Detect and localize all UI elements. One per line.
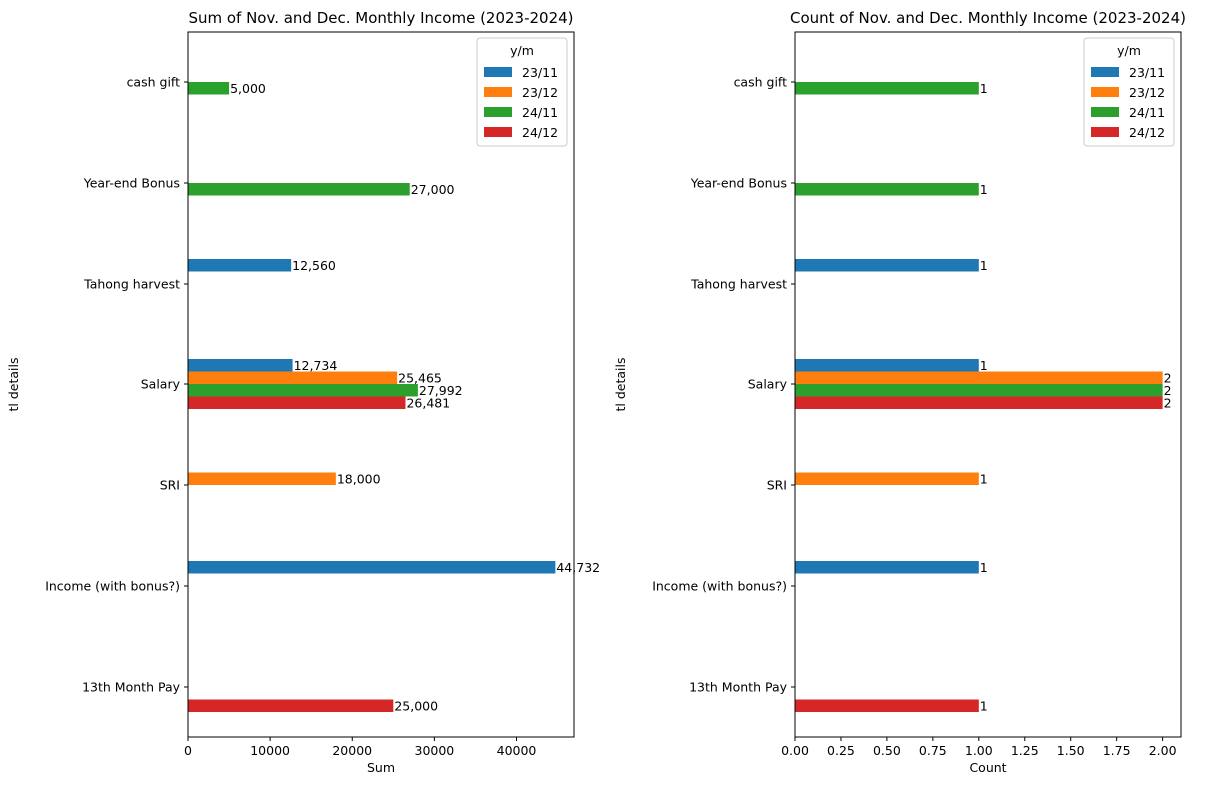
sum-legend-entry: 24/11 <box>522 105 558 120</box>
sum-legend-swatch-23-11 <box>484 67 512 77</box>
sum-legend-title: y/m <box>510 43 534 58</box>
count-data-label: 2 <box>1164 370 1172 385</box>
count-data-label: 1 <box>980 81 988 96</box>
sum-x-tick-label: 40000 <box>497 743 537 758</box>
count-x-tick-label: 1.00 <box>965 743 993 758</box>
count-legend-swatch-24-11 <box>1091 107 1119 117</box>
count-legend-entry: 24/12 <box>1129 125 1165 140</box>
sum-x-tick-label: 10000 <box>250 743 290 758</box>
count-y-tick-label: Tahong harvest <box>690 277 787 292</box>
sum-data-label: 27,000 <box>411 182 455 197</box>
count-y-tick-label: Salary <box>748 377 788 392</box>
count-chart-panel: Count of Nov. and Dec. Monthly Income (2… <box>613 9 1186 775</box>
sum-data-label: 26,481 <box>406 395 450 410</box>
sum-x-tick-label: 0 <box>184 743 192 758</box>
count-data-label: 1 <box>980 258 988 273</box>
count-data-label: 2 <box>1164 395 1172 410</box>
count-bar-24-12-salary <box>795 396 1163 409</box>
sum-data-label: 12,734 <box>294 358 338 373</box>
count-bar-24-11-salary <box>795 384 1163 397</box>
count-bar-24-11-year-end-bonus <box>795 183 979 196</box>
sum-data-label: 12,560 <box>292 258 336 273</box>
count-legend-swatch-24-12 <box>1091 127 1119 137</box>
sum-y-tick-label: Tahong harvest <box>83 277 180 292</box>
count-x-tick-label: 1.50 <box>1057 743 1085 758</box>
count-bar-24-12-13th-month-pay <box>795 699 979 712</box>
sum-y-tick-label: SRI <box>160 478 180 493</box>
count-legend-swatch-23-12 <box>1091 87 1119 97</box>
count-x-tick-label: 0.75 <box>919 743 947 758</box>
sum-bar-24-11-salary <box>188 384 418 397</box>
sum-y-tick-label: Year-end Bonus <box>83 176 180 191</box>
count-x-tick-label: 0.25 <box>827 743 855 758</box>
count-bar-23-12-sri <box>795 472 979 485</box>
count-bar-23-11-tahong-harvest <box>795 259 979 272</box>
count-y-tick-label: Income (with bonus?) <box>652 579 787 594</box>
sum-data-label: 44,732 <box>556 560 600 575</box>
count-bar-23-12-salary <box>795 371 1163 384</box>
sum-chart-title: Sum of Nov. and Dec. Monthly Income (202… <box>188 9 573 27</box>
sum-chart-panel: Sum of Nov. and Dec. Monthly Income (202… <box>6 9 600 775</box>
count-legend-entry: 23/11 <box>1129 65 1165 80</box>
count-chart-title: Count of Nov. and Dec. Monthly Income (2… <box>790 9 1186 27</box>
count-bar-23-11-salary <box>795 359 979 372</box>
count-legend-swatch-23-11 <box>1091 67 1119 77</box>
count-y-tick-label: cash gift <box>734 75 788 90</box>
sum-bar-23-12-salary <box>188 371 398 384</box>
sum-legend-swatch-24-11 <box>484 107 512 117</box>
count-legend-title: y/m <box>1117 43 1141 58</box>
count-y-tick-label: Year-end Bonus <box>690 176 787 191</box>
count-x-tick-label: 0.00 <box>781 743 809 758</box>
sum-bar-23-12-sri <box>188 472 336 485</box>
count-legend-box <box>1083 37 1175 147</box>
count-data-label: 1 <box>980 358 988 373</box>
count-data-label: 1 <box>980 560 988 575</box>
count-x-tick-label: 1.25 <box>1011 743 1039 758</box>
count-y-axis-label: tl details <box>613 358 628 412</box>
sum-bar-24-12-salary <box>188 396 406 409</box>
sum-legend: y/m 23/11 23/12 24/11 24/12 <box>476 37 568 147</box>
count-data-label: 1 <box>980 471 988 486</box>
sum-legend-swatch-24-12 <box>484 127 512 137</box>
count-y-tick-label: SRI <box>767 478 787 493</box>
sum-legend-entry: 24/12 <box>522 125 558 140</box>
sum-data-label: 5,000 <box>230 81 266 96</box>
count-x-tick-label: 2.00 <box>1149 743 1177 758</box>
sum-bar-24-11-cash-gift <box>188 82 230 95</box>
sum-bar-24-11-year-end-bonus <box>188 183 410 196</box>
sum-legend-swatch-23-12 <box>484 87 512 97</box>
count-bar-24-11-cash-gift <box>795 82 979 95</box>
sum-data-label: 25,000 <box>394 698 438 713</box>
sum-legend-entry: 23/11 <box>522 65 558 80</box>
sum-y-tick-label: 13th Month Pay <box>82 680 180 695</box>
sum-bar-23-11-income-with-bonus- <box>188 561 556 574</box>
sum-y-tick-label: Salary <box>141 377 181 392</box>
count-x-axis-label: Count <box>969 760 1006 775</box>
sum-data-label: 18,000 <box>337 471 381 486</box>
sum-y-axis-label: tl details <box>6 358 21 412</box>
sum-bar-23-11-tahong-harvest <box>188 259 292 272</box>
sum-y-tick-label: Income (with bonus?) <box>45 579 180 594</box>
sum-legend-box <box>476 37 568 147</box>
sum-legend-entry: 23/12 <box>522 85 558 100</box>
count-bar-23-11-income-with-bonus- <box>795 561 979 574</box>
sum-data-label: 27,992 <box>419 383 463 398</box>
sum-x-tick-label: 20000 <box>332 743 372 758</box>
count-data-label: 1 <box>980 698 988 713</box>
count-x-tick-label: 0.50 <box>873 743 901 758</box>
count-legend-entry: 23/12 <box>1129 85 1165 100</box>
count-legend: y/m 23/11 23/12 24/11 24/12 <box>1083 37 1175 147</box>
sum-x-tick-label: 30000 <box>415 743 455 758</box>
count-data-label: 1 <box>980 182 988 197</box>
sum-bar-24-12-13th-month-pay <box>188 699 394 712</box>
sum-y-tick-label: cash gift <box>127 75 181 90</box>
count-legend-entry: 24/11 <box>1129 105 1165 120</box>
sum-bar-23-11-salary <box>188 359 293 372</box>
count-x-tick-label: 1.75 <box>1103 743 1131 758</box>
sum-x-axis-label: Sum <box>367 760 395 775</box>
count-y-tick-label: 13th Month Pay <box>689 680 787 695</box>
sum-data-label: 25,465 <box>398 370 442 385</box>
count-data-label: 2 <box>1164 383 1172 398</box>
